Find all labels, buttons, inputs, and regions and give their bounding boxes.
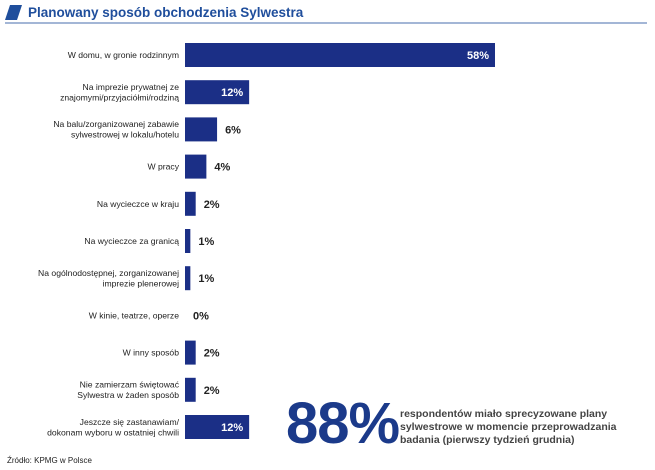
category-label: Na imprezie prywatnej ze znajomymi/przyja…	[60, 82, 179, 103]
bar	[185, 229, 191, 253]
bar	[185, 117, 218, 142]
bar-chart: W domu, w gronie rodzinnym 58% Na imprezie…	[38, 43, 495, 439]
category-label: Na wycieczce za granicą	[84, 236, 179, 246]
category-label: Nie zamierzam świętować Sylwestra w żaden…	[77, 380, 179, 401]
category-label: Na balu/zorganizowanej zabawie sylwestrow…	[53, 119, 179, 139]
callout-percentage: 88%	[286, 391, 400, 456]
value-label: 58%	[467, 50, 489, 62]
value-label: 1%	[198, 273, 214, 285]
title-underline	[5, 22, 647, 24]
value-label: 2%	[204, 199, 220, 211]
value-label: 12%	[221, 87, 243, 99]
category-label: W inny sposób	[123, 348, 180, 358]
value-label: 2%	[204, 385, 220, 397]
category-label: Na ogólnodostępnej, zorganizowanej imprez…	[38, 268, 179, 289]
value-label: 2%	[204, 348, 220, 360]
callout-description: respondentów miało sprecyzowane plany sy…	[400, 408, 617, 446]
category-label: W domu, w gronie rodzinnym	[68, 50, 179, 60]
value-label: 0%	[193, 310, 209, 322]
category-label: W kinie, teatrze, operze	[89, 310, 179, 320]
bar	[185, 266, 191, 291]
chart-title: Planowany sposób obchodzenia Sylwestra	[28, 4, 304, 20]
bar	[185, 415, 250, 439]
chart-title-bar: Planowany sposób obchodzenia Sylwestra	[5, 3, 303, 21]
value-label: 1%	[198, 236, 214, 248]
bar	[185, 154, 207, 179]
category-label: W pracy	[147, 162, 179, 172]
bar	[185, 191, 196, 216]
bar	[185, 340, 196, 365]
value-label: 12%	[221, 422, 243, 434]
category-label: Jeszcze się zastanawiam/dokonam wyboru w…	[47, 417, 179, 438]
value-label: 4%	[214, 162, 230, 174]
bar	[185, 43, 495, 67]
title-parallelogram-icon	[5, 4, 22, 20]
value-label: 6%	[225, 124, 241, 136]
source-note: Źródło: KPMG w Polsce	[7, 456, 92, 465]
bar	[185, 377, 196, 402]
bar	[185, 80, 250, 105]
category-label: Na wycieczce w kraju	[97, 199, 179, 209]
